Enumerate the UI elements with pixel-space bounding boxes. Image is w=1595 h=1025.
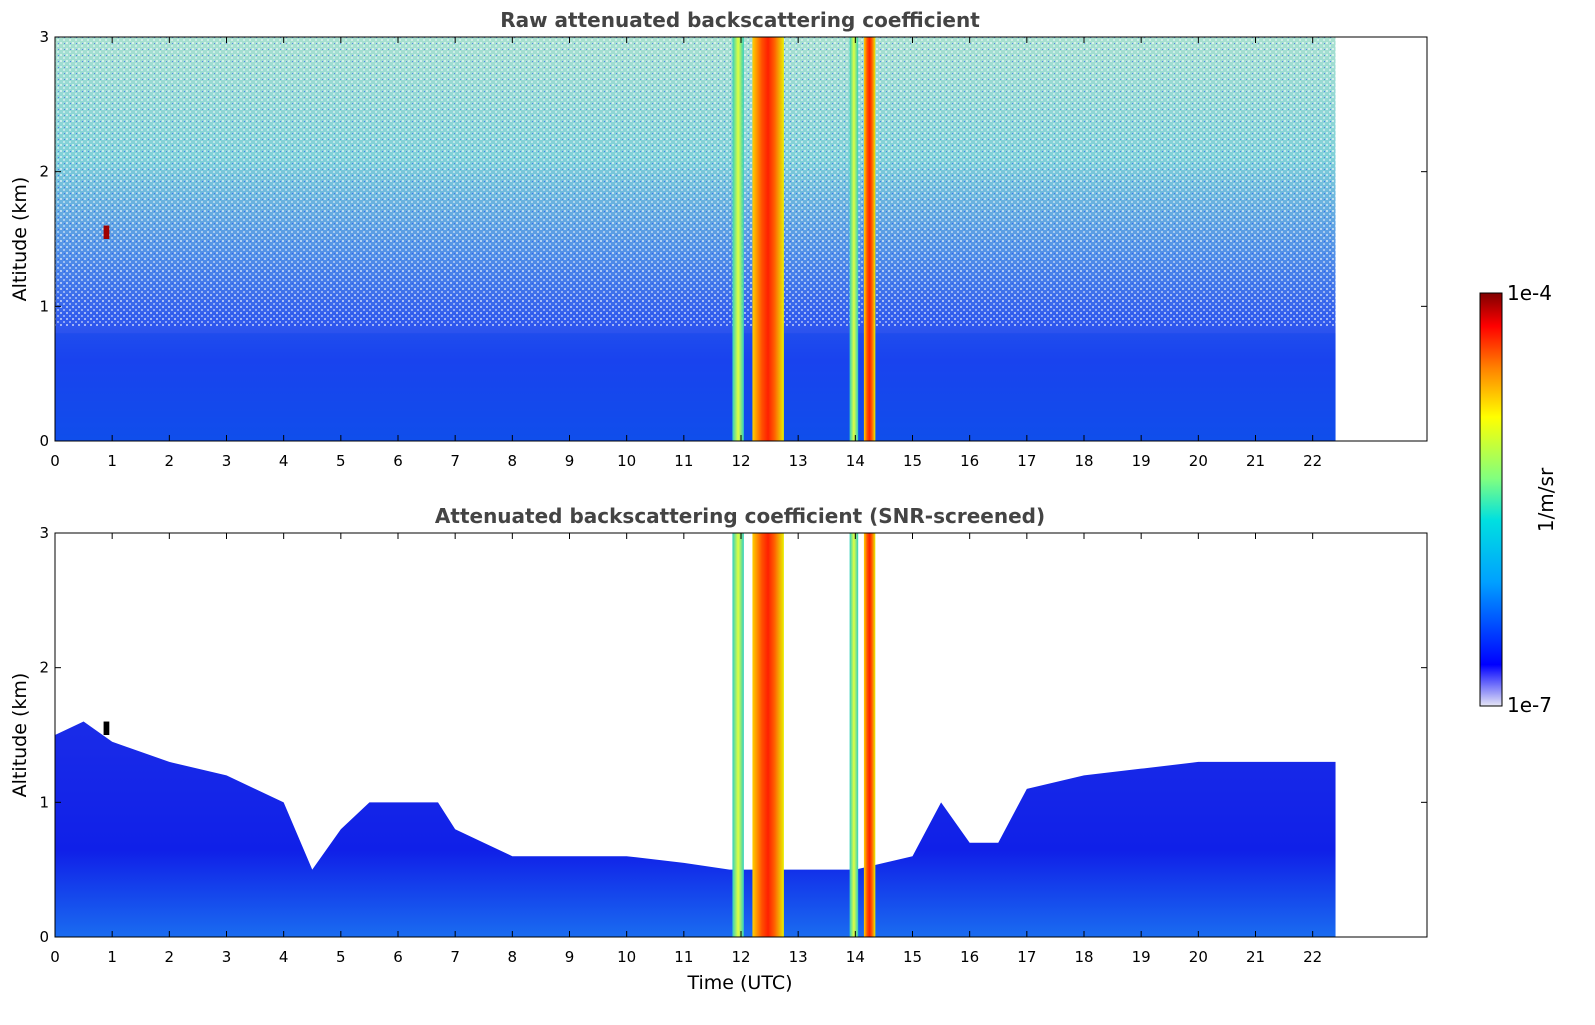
bottom-x-tick-label: 18 (1074, 948, 1093, 966)
bottom-x-tick-label: 11 (674, 948, 693, 966)
bottom-x-tick-label: 13 (789, 948, 808, 966)
top-y-tick-label: 2 (39, 163, 49, 181)
top-x-tick-label: 11 (674, 452, 693, 470)
bottom-x-tick-label: 8 (508, 948, 518, 966)
colorbar-max-label: 1e-4 (1507, 281, 1552, 305)
top-band-3 (752, 37, 784, 441)
top-x-tick-label: 7 (450, 452, 460, 470)
top-panel-title: Raw attenuated backscattering coefficien… (500, 8, 980, 32)
bottom-x-tick-label: 22 (1303, 948, 1322, 966)
colorbar-bar (1479, 292, 1503, 707)
top-heatmap (55, 37, 1336, 441)
bottom-panel-title: Attenuated backscattering coefficient (S… (435, 504, 1045, 528)
bottom-x-tick-label: 0 (50, 948, 60, 966)
top-y-axis-label: Altitude (km) (9, 177, 31, 302)
top-heatmap-bands (55, 37, 1336, 441)
top-x-tick-label: 8 (508, 452, 518, 470)
bottom-heatmap-bands (103, 533, 876, 937)
bottom-y-tick-label: 1 (39, 793, 49, 811)
bottom-x-tick-label: 10 (617, 948, 636, 966)
bottom-y-tick-label: 3 (39, 524, 49, 542)
bottom-x-axis: 0 1 2 3 4 5 6 7 8 9 10 11 12 13 14 15 16 17 18 19 20 21 22 (50, 533, 1322, 966)
bottom-x-tick-label: 17 (1017, 948, 1036, 966)
top-x-tick-label: 0 (50, 452, 60, 470)
x-axis-label: Time (UTC) (686, 972, 792, 994)
top-band-4 (849, 37, 859, 441)
bottom-x-tick-label: 16 (960, 948, 979, 966)
top-band-2 (732, 37, 744, 441)
top-x-tick-label: 12 (731, 452, 750, 470)
top-x-tick-label: 20 (1189, 452, 1208, 470)
bottom-x-tick-label: 1 (107, 948, 117, 966)
bottom-y-tick-label: 0 (39, 928, 49, 946)
top-x-tick-label: 2 (165, 452, 175, 470)
bottom-x-tick-label: 5 (336, 948, 346, 966)
top-band-5 (863, 37, 876, 441)
top-band-1 (103, 225, 110, 239)
top-y-axis: 0 1 2 3 (39, 28, 1427, 450)
bottom-x-tick-label: 19 (1132, 948, 1151, 966)
bottom-x-tick-label: 4 (279, 948, 289, 966)
top-y-tick-label: 0 (39, 432, 49, 450)
top-x-tick-label: 6 (393, 452, 403, 470)
top-x-tick-label: 4 (279, 452, 289, 470)
bottom-panel: Attenuated backscattering coefficient (S… (9, 504, 1428, 994)
bottom-heatmap (55, 533, 1336, 937)
bottom-band-4 (849, 533, 859, 937)
top-x-tick-label: 1 (107, 452, 117, 470)
bottom-x-tick-label: 12 (731, 948, 750, 966)
bottom-x-tick-label: 21 (1246, 948, 1265, 966)
top-x-axis: 0 1 2 3 4 5 6 7 8 9 10 11 12 13 14 15 16 17 18 19 20 21 22 (50, 37, 1322, 470)
top-x-tick-label: 22 (1303, 452, 1322, 470)
top-x-tick-label: 3 (222, 452, 232, 470)
bottom-x-tick-label: 7 (450, 948, 460, 966)
bottom-band-5 (863, 533, 876, 937)
bottom-y-axis: 0 1 2 3 (39, 524, 1427, 946)
top-x-tick-label: 5 (336, 452, 346, 470)
top-x-tick-label: 15 (903, 452, 922, 470)
top-heatmap-noise (55, 37, 1336, 327)
top-band-0 (55, 333, 1336, 441)
top-panel: Raw attenuated backscattering coefficien… (9, 8, 1428, 470)
bottom-x-tick-label: 20 (1189, 948, 1208, 966)
bottom-x-tick-label: 9 (565, 948, 575, 966)
top-y-tick-label: 1 (39, 297, 49, 315)
colorbar-min-label: 1e-7 (1507, 693, 1552, 717)
bottom-x-tick-label: 2 (165, 948, 175, 966)
bottom-x-tick-label: 15 (903, 948, 922, 966)
bottom-boundary-layer (55, 721, 1336, 937)
bottom-band-2 (732, 533, 744, 937)
top-x-tick-label: 19 (1132, 452, 1151, 470)
top-x-tick-label: 13 (789, 452, 808, 470)
bottom-band-1 (103, 721, 110, 735)
top-x-tick-label: 18 (1074, 452, 1093, 470)
bottom-x-tick-label: 6 (393, 948, 403, 966)
top-x-tick-label: 16 (960, 452, 979, 470)
top-x-tick-label: 10 (617, 452, 636, 470)
top-x-tick-label: 14 (846, 452, 865, 470)
top-x-tick-label: 17 (1017, 452, 1036, 470)
colorbar-label: 1/m/sr (1534, 467, 1558, 532)
bottom-band-3 (752, 533, 784, 937)
bottom-x-tick-label: 14 (846, 948, 865, 966)
top-x-tick-label: 21 (1246, 452, 1265, 470)
top-y-tick-label: 3 (39, 28, 49, 46)
bottom-y-tick-label: 2 (39, 659, 49, 677)
colorbar: 1e-4 1e-7 1/m/sr (1479, 281, 1558, 717)
top-x-tick-label: 9 (565, 452, 575, 470)
bottom-x-tick-label: 3 (222, 948, 232, 966)
bottom-y-axis-label: Altitude (km) (9, 673, 31, 798)
